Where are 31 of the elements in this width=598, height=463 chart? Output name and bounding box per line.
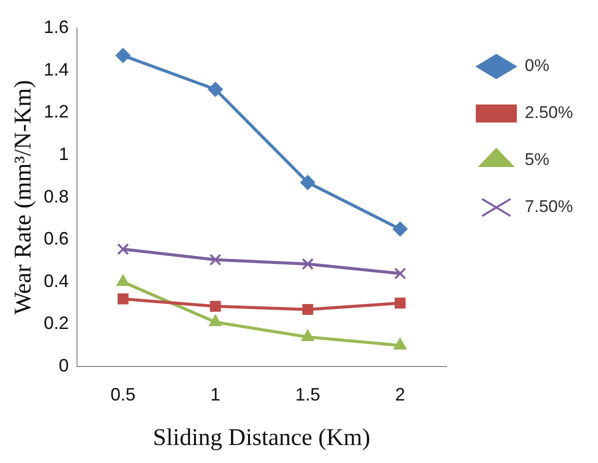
y-tick-label: 0.2 xyxy=(44,313,69,334)
point xyxy=(210,300,221,312)
x-tick-label: 1.5 xyxy=(295,384,320,404)
x-tick-label: 0.5 xyxy=(110,384,136,404)
point xyxy=(208,82,223,97)
legend-label: 2.50% xyxy=(524,103,573,122)
legend-label: 0% xyxy=(524,56,550,76)
point xyxy=(394,268,406,280)
point xyxy=(302,304,314,315)
point xyxy=(209,254,222,266)
point xyxy=(300,174,316,190)
y-tick-label: 1.2 xyxy=(44,102,69,122)
y-tick-label: 0.8 xyxy=(44,186,69,206)
point xyxy=(116,48,131,64)
point xyxy=(302,258,314,270)
x-tick-label: 1 xyxy=(210,384,220,404)
y-tick-label: 0.4 xyxy=(44,270,69,291)
point xyxy=(117,243,129,256)
y-tick-label: 0 xyxy=(58,356,69,376)
y-tick-label: 1.4 xyxy=(44,59,69,80)
x-tick-label: 2 xyxy=(395,384,406,404)
y-tick-label: 0.6 xyxy=(44,228,69,249)
point xyxy=(118,293,128,304)
point xyxy=(392,222,408,237)
y-tick-label: 1.6 xyxy=(44,16,69,37)
point xyxy=(394,298,406,309)
y-tick-label: 1 xyxy=(58,144,69,164)
legend-label: 7.50% xyxy=(524,197,573,216)
x-axis-title: Sliding Distance (Km) xyxy=(152,424,370,451)
y-axis-title: Wear Rate (mm³/N-Km) xyxy=(10,80,37,315)
legend-label: 5% xyxy=(524,150,550,170)
